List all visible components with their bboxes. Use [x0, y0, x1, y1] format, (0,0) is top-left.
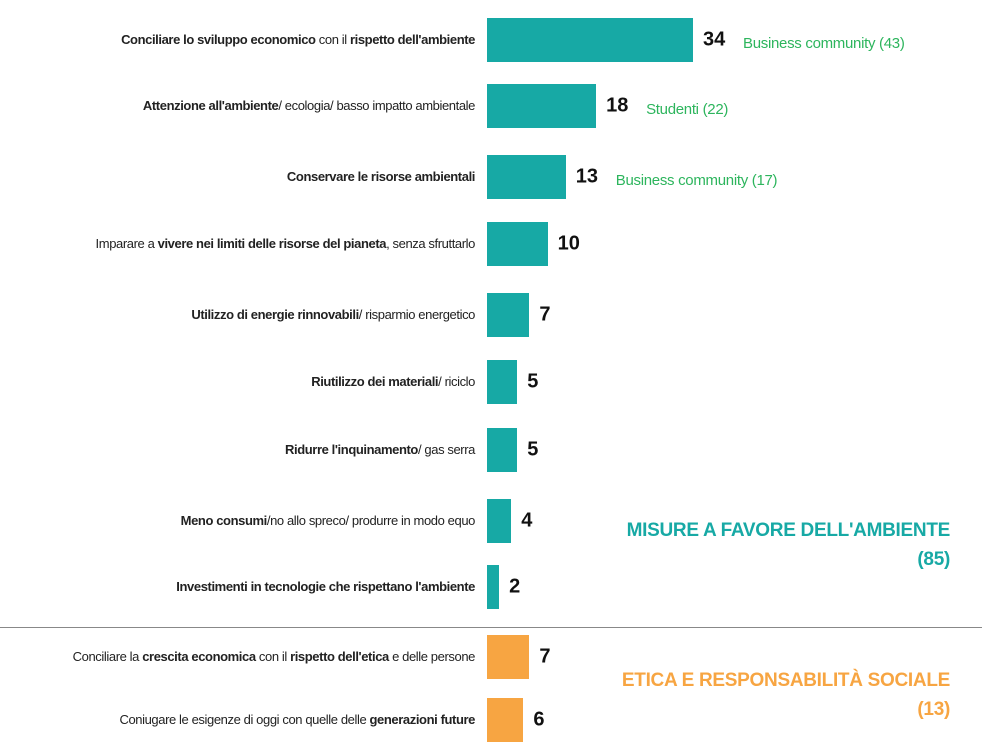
bar — [487, 360, 518, 404]
value-label: 7 — [539, 303, 551, 326]
value-label: 34 — [703, 28, 726, 51]
bar — [487, 155, 566, 199]
category-label: Riutilizzo dei materiali/ riciclo — [25, 372, 475, 392]
label-segment: Conciliare la — [72, 649, 143, 664]
category-label: Ridurre l'inquinamento/ gas serra — [25, 440, 475, 460]
annotation: Studenti (22) — [646, 100, 729, 118]
annotation: Business community (43) — [743, 34, 905, 52]
separator — [0, 627, 982, 628]
value-label: 2 — [509, 575, 521, 598]
value-label: 6 — [533, 708, 545, 731]
category-label: Conciliare la crescita economica con il … — [25, 647, 476, 667]
value-label: 7 — [539, 645, 551, 668]
value-label: 10 — [557, 232, 580, 255]
label-segment: / riciclo — [438, 374, 475, 389]
category-label: Imparare a vivere nei limiti delle risor… — [25, 234, 476, 254]
label-segment: con il — [315, 32, 350, 47]
label-segment: Conservare le risorse ambientali — [286, 169, 475, 184]
label-segment: Attenzione all'ambiente — [142, 98, 279, 113]
label-segment: rispetto dell'etica — [290, 649, 389, 664]
label-segment: e delle persone — [388, 649, 475, 664]
bar — [487, 428, 518, 472]
bar — [487, 222, 548, 266]
category-label: Conservare le risorse ambientali — [25, 167, 475, 187]
label-segment: rispetto dell'ambiente — [349, 32, 475, 47]
value-label: 5 — [527, 438, 539, 461]
label-segment: / gas serra — [417, 442, 475, 457]
category-label: Utilizzo di energie rinnovabili/ risparm… — [25, 305, 475, 325]
bar — [487, 293, 530, 337]
label-segment: Meno consumi — [180, 513, 268, 528]
label-segment: Imparare a — [95, 236, 158, 251]
category-label: Attenzione all'ambiente/ ecologia/ basso… — [25, 96, 476, 116]
bar — [487, 18, 694, 62]
bar — [487, 499, 512, 543]
label-segment: Conciliare lo sviluppo economico — [121, 32, 316, 47]
label-segment: Utilizzo di energie rinnovabili — [191, 307, 359, 322]
label-segment: vivere nei limiti delle risorse del pian… — [157, 236, 387, 251]
value-label: 18 — [606, 94, 629, 117]
label-segment: Investimenti in tecnologie che rispettan… — [176, 579, 475, 594]
bar — [487, 84, 597, 128]
value-label: 4 — [521, 509, 533, 532]
annotation: Business community (17) — [615, 171, 778, 189]
category-label: Meno consumi/no allo spreco/ produrre in… — [25, 511, 476, 531]
label-segment: generazioni future — [369, 712, 476, 727]
category-label: Conciliare lo sviluppo economico con il … — [25, 30, 475, 50]
category-label: Coniugare le esigenze di oggi con quelle… — [25, 710, 475, 730]
label-segment: / ecologia/ basso impatto ambientale — [278, 98, 475, 113]
bar — [487, 635, 530, 679]
label-segment: /no allo spreco/ produrre in modo equo — [266, 513, 476, 528]
label-segment: / risparmio energetico — [358, 307, 476, 322]
group-label: ETICA E RESPONSABILITÀ SOCIALE (13) — [621, 670, 950, 720]
category-label: Investimenti in tecnologie che rispettan… — [25, 577, 475, 597]
bar — [487, 565, 500, 609]
bar — [487, 698, 524, 742]
group-label: MISURE A FAVORE DELL'AMBIENTE (85) — [626, 520, 951, 570]
value-label: 13 — [575, 165, 599, 188]
label-segment: Riutilizzo dei materiali — [311, 374, 439, 389]
label-segment: , senza sfruttarlo — [386, 236, 475, 251]
label-segment: con il — [255, 649, 291, 664]
label-segment: Coniugare le esigenze di oggi con quelle… — [119, 712, 370, 727]
label-segment: Ridurre l'inquinamento — [285, 442, 418, 457]
value-label: 5 — [527, 370, 539, 393]
label-segment: crescita economica — [142, 649, 256, 664]
